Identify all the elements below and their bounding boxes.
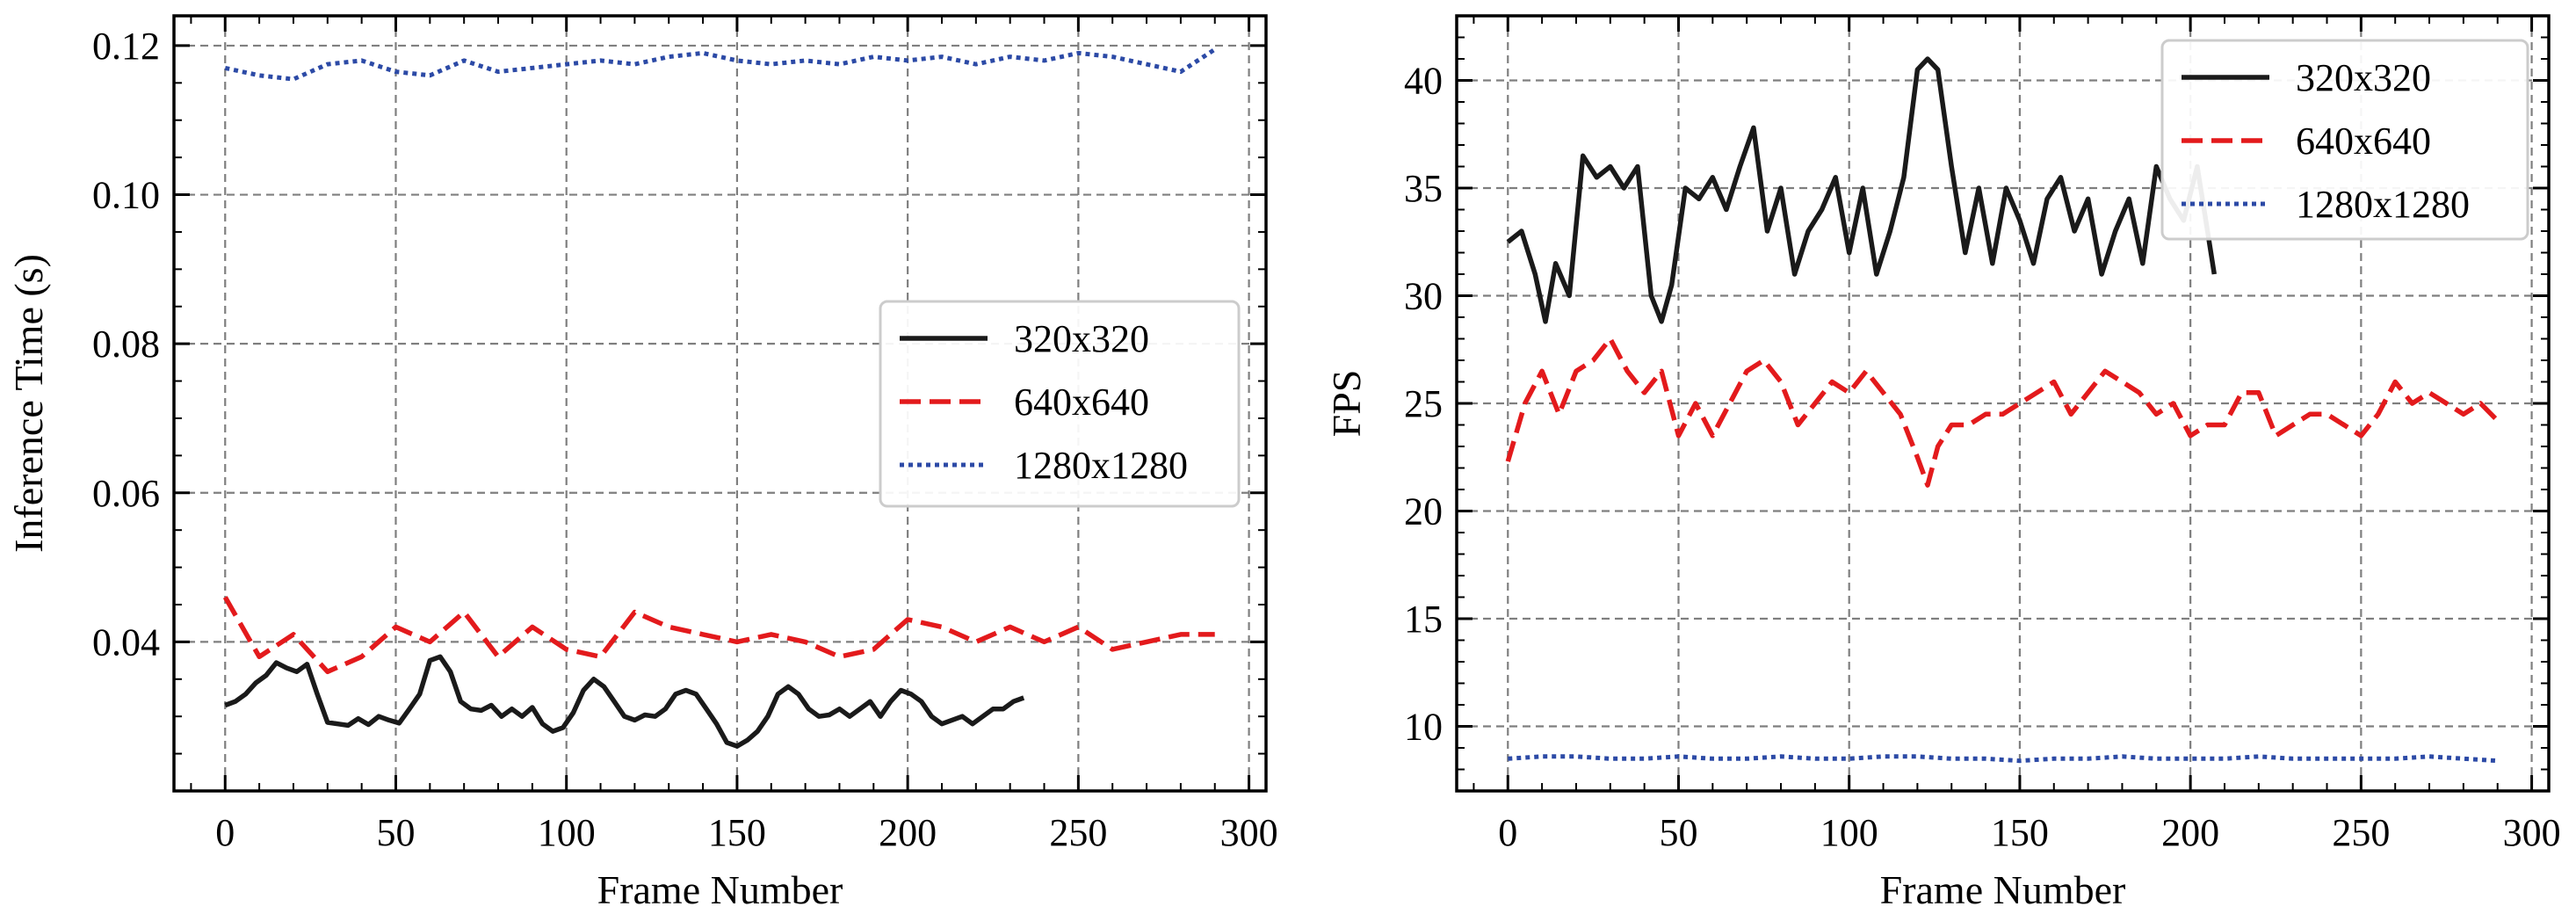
x-tick-label: 150 (1991, 811, 2049, 854)
series-line-1280x1280 (1508, 754, 2498, 764)
x-tick-label: 0 (1498, 811, 1517, 854)
series-line-320x320 (1506, 56, 2218, 324)
y-tick-label: 35 (1404, 167, 1443, 210)
x-tick-label: 50 (1659, 811, 1697, 854)
legend-box (879, 300, 1241, 508)
y-tick-label: 10 (1404, 706, 1443, 749)
y-tick-label: 20 (1404, 490, 1443, 533)
legend-label: 1280x1280 (1014, 444, 1188, 487)
legend-label: 640x640 (1014, 381, 1149, 424)
x-tick-label: 250 (2332, 811, 2390, 854)
x-tick-label: 50 (376, 811, 415, 854)
y-tick-label: 0.12 (92, 25, 160, 68)
y-tick-label: 40 (1404, 60, 1443, 103)
x-tick-label: 300 (1220, 811, 1278, 854)
x-tick-label: 300 (2503, 811, 2561, 854)
x-tick-label: 100 (538, 811, 596, 854)
series-line-640x640 (1505, 336, 2500, 488)
y-axis-label: Inference Time (s) (6, 254, 51, 553)
x-axis-label: Frame Number (1880, 867, 2126, 912)
x-tick-label: 0 (215, 811, 235, 854)
legend-label: 320x320 (2296, 56, 2431, 99)
y-tick-label: 0.06 (92, 472, 160, 515)
y-tick-label: 0.04 (92, 620, 160, 664)
x-tick-label: 200 (879, 811, 937, 854)
legend: 320x320 640x640 1280x1280 (879, 300, 1241, 508)
legend-label: 640x640 (2296, 120, 2431, 163)
fps-panel: 0 50 100 150 200 250 300 10 15 20 25 30 35 40 Frame Nu… (1324, 14, 2561, 912)
inference-time-panel: 0 50 100 150 200 250 300 0.04 0.06 0.08 0.10 0.12 Fr… (6, 14, 1278, 912)
y-tick-label: 25 (1404, 382, 1443, 425)
x-tick-label: 100 (1820, 811, 1878, 854)
x-tick-label: 250 (1049, 811, 1107, 854)
y-tick-label: 0.08 (92, 323, 160, 366)
y-tick-label: 30 (1404, 275, 1443, 318)
x-tick-label: 150 (708, 811, 766, 854)
axes-frame (172, 14, 1268, 793)
series-line-1280x1280 (224, 47, 1217, 82)
y-tick-label: 0.10 (92, 174, 160, 217)
legend-box (2160, 39, 2529, 241)
series-line-640x640 (222, 596, 1215, 675)
x-axis-label: Frame Number (597, 867, 843, 912)
x-tick-label: 200 (2161, 811, 2219, 854)
legend-label: 1280x1280 (2296, 183, 2470, 226)
series-line-320x320 (224, 654, 1025, 749)
y-tick-label: 15 (1404, 598, 1443, 641)
legend-label: 320x320 (1014, 317, 1149, 360)
y-axis-label: FPS (1324, 370, 1369, 438)
legend: 320x320 640x640 1280x1280 (2160, 39, 2529, 241)
